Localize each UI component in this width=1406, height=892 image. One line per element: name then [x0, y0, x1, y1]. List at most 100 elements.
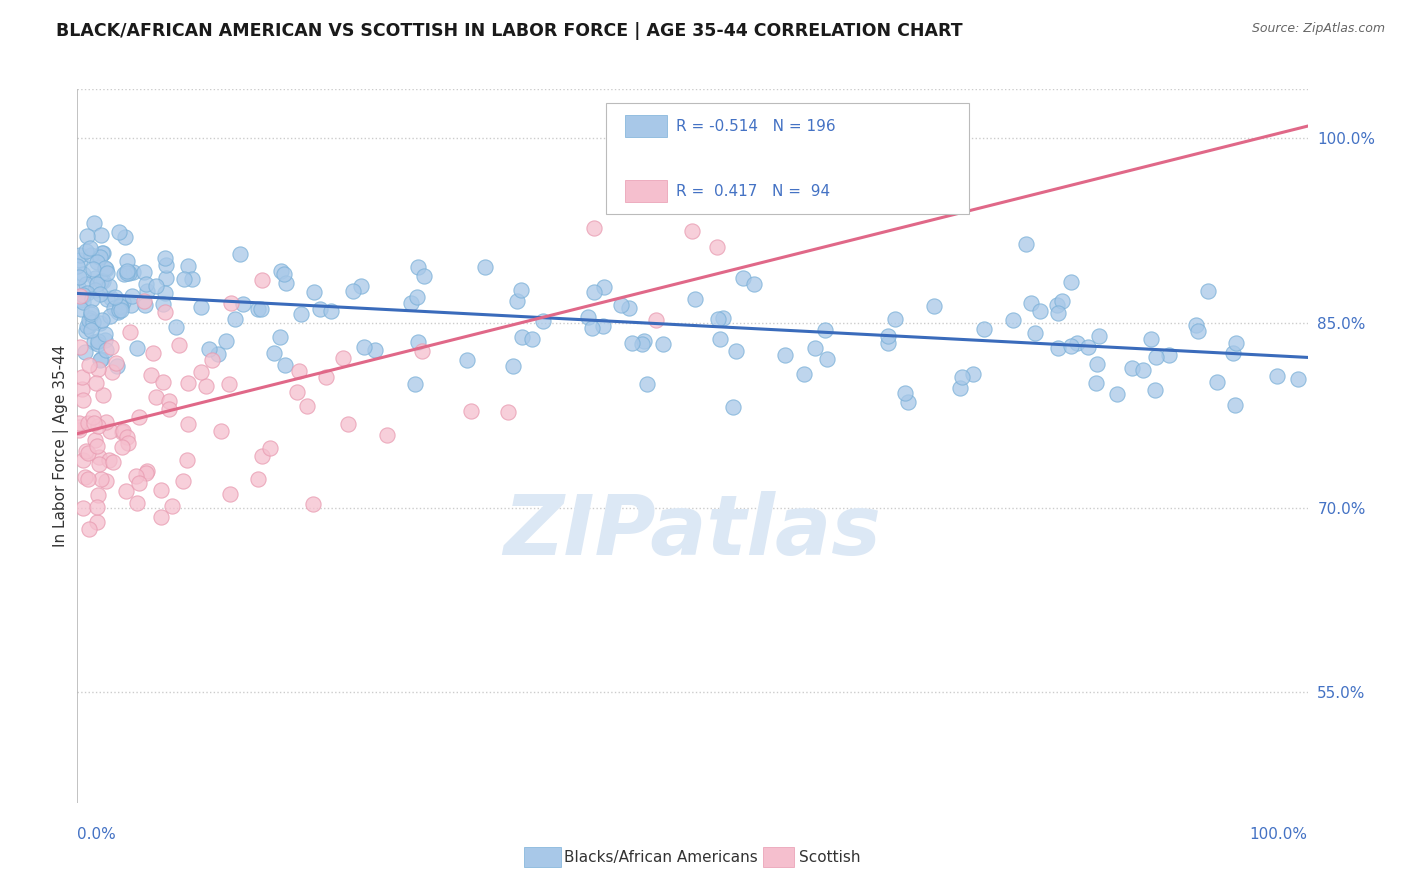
Point: [90, 313, 112, 327]
Point: [353, 340, 375, 354]
Point: [224, 312, 246, 326]
Point: [114, 483, 136, 498]
Text: BLACK/AFRICAN AMERICAN VS SCOTTISH IN LABOR FORCE | AGE 35-44 CORRELATION CHART: BLACK/AFRICAN AMERICAN VS SCOTTISH IN LA…: [56, 22, 963, 40]
Point: [1046, 298, 1069, 312]
Point: [94, 326, 117, 341]
Point: [91, 274, 114, 288]
Point: [274, 358, 297, 372]
Point: [1225, 336, 1247, 351]
Point: [97, 278, 120, 293]
Point: [67, 280, 90, 294]
Point: [70, 301, 93, 316]
Point: [172, 474, 194, 488]
Point: [884, 312, 907, 326]
Point: [75, 443, 97, 458]
Point: [67, 420, 90, 434]
Point: [104, 356, 127, 370]
Point: [69, 289, 91, 303]
Point: [1024, 326, 1046, 341]
Point: [76, 229, 98, 244]
Point: [682, 225, 704, 239]
Point: [152, 375, 174, 389]
Point: [531, 314, 554, 328]
Point: [176, 453, 198, 467]
Point: [100, 309, 122, 323]
Point: [219, 487, 242, 501]
Point: [67, 417, 90, 431]
Point: [117, 266, 139, 280]
Point: [198, 342, 221, 356]
Point: [87, 419, 110, 434]
Point: [252, 273, 274, 287]
Point: [83, 416, 105, 430]
Point: [87, 488, 110, 502]
Point: [69, 252, 91, 267]
Point: [155, 271, 177, 285]
Point: [592, 318, 614, 333]
Point: [496, 405, 519, 419]
Point: [876, 336, 898, 351]
Point: [733, 270, 755, 285]
Point: [1085, 357, 1108, 371]
Point: [1265, 369, 1288, 384]
Point: [950, 370, 973, 384]
Point: [77, 416, 100, 430]
Point: [165, 319, 187, 334]
Point: [350, 279, 373, 293]
Point: [1046, 306, 1069, 320]
Point: [80, 323, 103, 337]
Point: [73, 469, 96, 483]
Point: [79, 522, 101, 536]
Point: [633, 334, 655, 348]
Point: [67, 424, 90, 438]
Point: [583, 221, 606, 235]
Point: [86, 515, 108, 529]
Point: [1015, 237, 1038, 252]
Point: [893, 386, 915, 401]
Point: [1187, 324, 1209, 338]
Point: [75, 277, 97, 291]
Point: [82, 262, 104, 277]
Point: [576, 310, 599, 324]
Point: [117, 435, 139, 450]
Point: [82, 315, 104, 329]
Point: [89, 450, 111, 465]
Point: [86, 277, 108, 292]
Point: [89, 316, 111, 330]
Point: [111, 424, 134, 438]
Point: [1046, 341, 1069, 355]
Point: [309, 302, 332, 317]
Point: [510, 330, 533, 344]
Text: Blacks/African Americans: Blacks/African Americans: [564, 850, 758, 864]
Point: [337, 417, 360, 431]
Point: [1028, 304, 1050, 318]
Point: [136, 284, 159, 298]
Point: [1286, 372, 1309, 386]
Point: [107, 305, 129, 319]
Point: [209, 424, 232, 438]
Point: [110, 300, 132, 314]
Point: [89, 250, 111, 264]
Point: [90, 274, 112, 288]
Point: [122, 265, 145, 279]
Point: [502, 359, 524, 373]
Point: [127, 496, 149, 510]
FancyBboxPatch shape: [624, 180, 666, 202]
Point: [160, 499, 183, 513]
Text: 0.0%: 0.0%: [77, 827, 117, 841]
Point: [77, 359, 100, 373]
Point: [100, 340, 122, 354]
Point: [711, 311, 734, 326]
Point: [263, 346, 285, 360]
Point: [90, 227, 112, 242]
Point: [1185, 318, 1208, 333]
Point: [176, 376, 198, 390]
Point: [218, 376, 240, 391]
Point: [110, 303, 132, 318]
Point: [145, 390, 167, 404]
Point: [406, 260, 429, 274]
Point: [520, 332, 543, 346]
Point: [75, 324, 97, 338]
Point: [460, 404, 482, 418]
Point: [232, 297, 254, 311]
